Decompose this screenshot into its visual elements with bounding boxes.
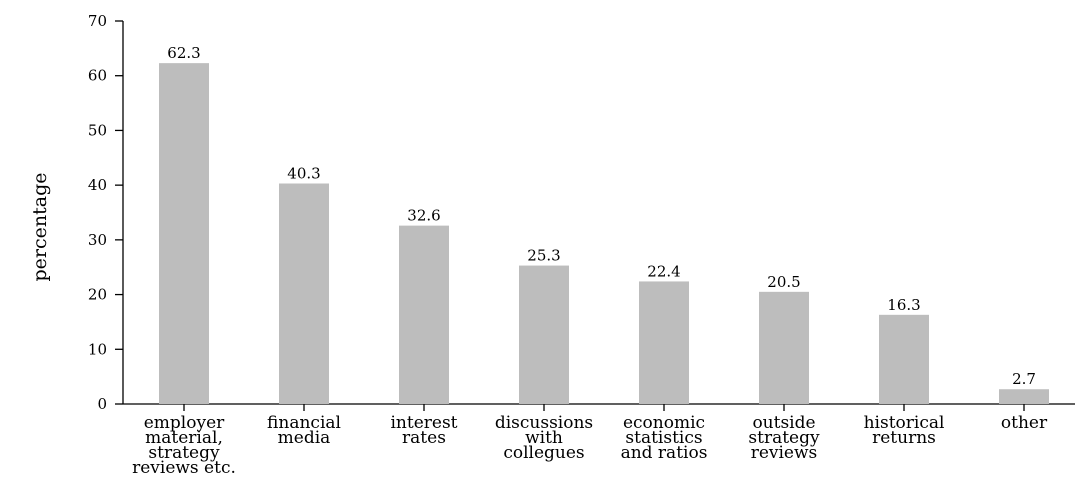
bar xyxy=(519,265,569,404)
x-tick-label: employer material, strategy reviews etc. xyxy=(132,413,236,478)
data-label: 16.3 xyxy=(887,296,920,314)
category-labels: employer material, strategy reviews etc. fin… xyxy=(132,413,1048,478)
y-tick-label: 50 xyxy=(88,121,107,139)
y-tick-label: 60 xyxy=(88,67,107,85)
bar xyxy=(399,225,449,404)
data-label: 2.7 xyxy=(1012,370,1036,388)
data-label: 22.4 xyxy=(647,262,680,280)
x-tick-label: interest rates xyxy=(390,413,457,448)
y-tick-label: 40 xyxy=(88,176,107,194)
bar xyxy=(879,314,929,404)
bar xyxy=(159,63,209,404)
bar xyxy=(639,281,689,404)
x-tick-label: financial media xyxy=(267,413,341,448)
data-label: 32.6 xyxy=(407,207,440,225)
value-labels: 62.3 40.3 32.6 25.3 22.4 20.5 16.3 2.7 xyxy=(167,44,1036,388)
x-tick-label: other xyxy=(1001,413,1048,433)
data-label: 40.3 xyxy=(287,165,320,183)
y-tick-label: 0 xyxy=(97,395,107,413)
bar xyxy=(759,291,809,404)
x-tick-label: outside strategy reviews xyxy=(748,413,820,463)
data-label: 62.3 xyxy=(167,44,200,62)
y-tick-label: 20 xyxy=(88,286,107,304)
data-label: 20.5 xyxy=(767,273,800,291)
bar xyxy=(999,389,1049,404)
y-axis-label: percentage xyxy=(29,173,51,282)
y-tick-label: 30 xyxy=(88,231,107,249)
x-tick-label: discussions with collegues xyxy=(495,413,593,463)
y-tick-label: 70 xyxy=(88,12,107,30)
bar xyxy=(279,183,329,404)
x-tick-label: historical returns xyxy=(864,413,945,448)
bars xyxy=(159,63,1049,404)
y-tick-label: 10 xyxy=(88,340,107,358)
data-label: 25.3 xyxy=(527,247,560,265)
x-tick-label: economic statistics and ratios xyxy=(621,413,708,463)
